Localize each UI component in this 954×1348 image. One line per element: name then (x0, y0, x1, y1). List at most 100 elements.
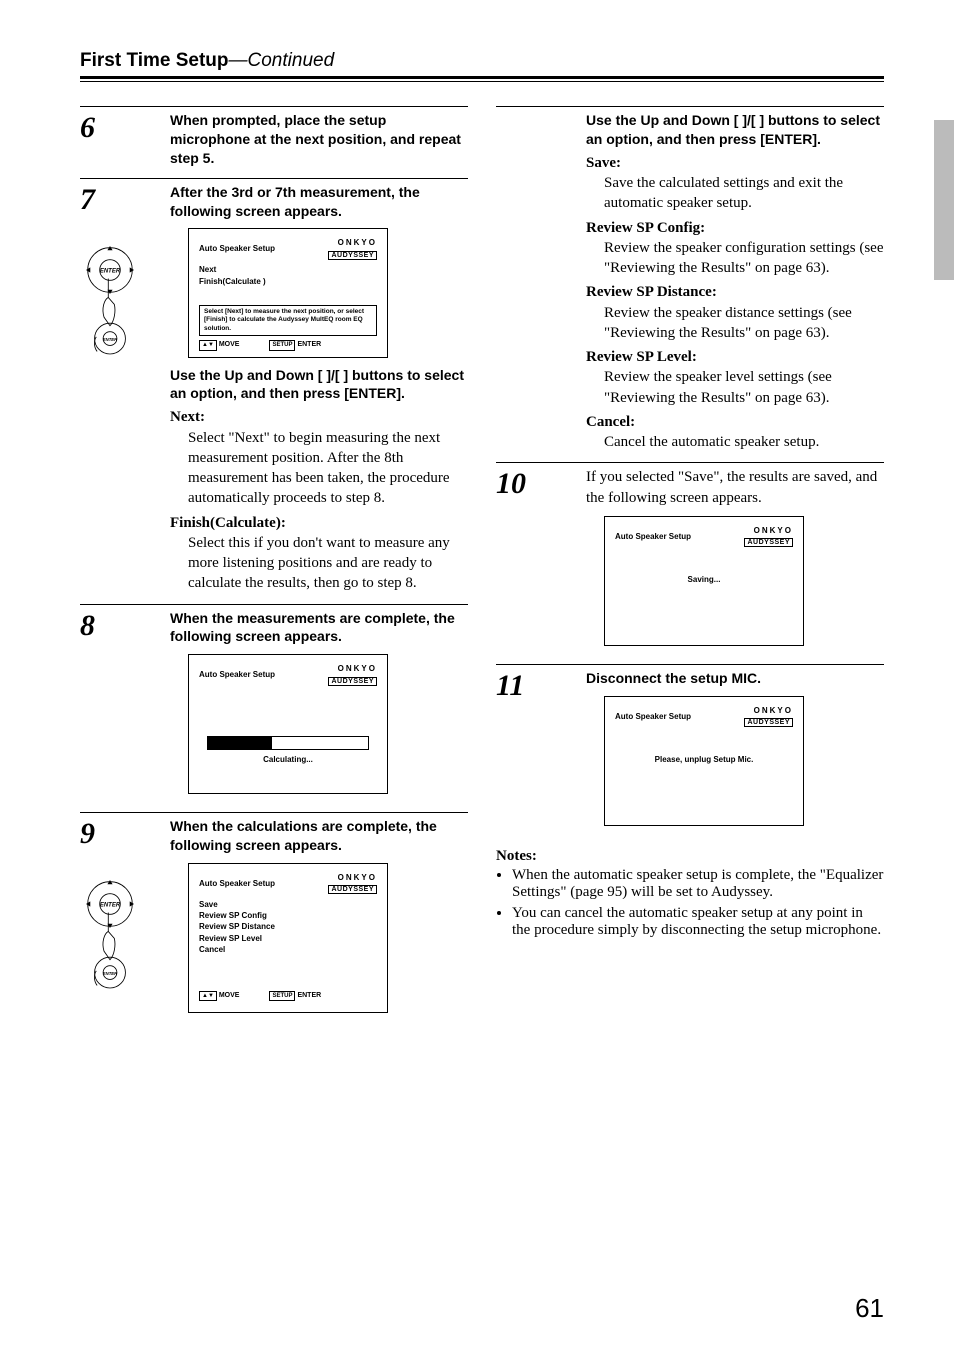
key-icon: SETUP (269, 340, 295, 350)
step-number: 9 (80, 817, 162, 1015)
step-10: 10 If you selected "Save", the results a… (496, 462, 884, 654)
note-item: When the automatic speaker setup is comp… (512, 867, 884, 901)
screen-header: Auto Speaker Setup ONKYO AUDYSSEY (199, 663, 377, 686)
progress-bar (207, 736, 369, 750)
key-icon: ▲▼ (199, 340, 217, 350)
screen-unplug: Auto Speaker Setup ONKYO AUDYSSEY Please… (604, 696, 804, 826)
step-number: 7 (80, 183, 162, 381)
step-lead: After the 3rd or 7th measurement, the fo… (170, 183, 468, 221)
menu-item: Review SP Level (199, 933, 377, 944)
screen-line: Finish(Calculate ) (199, 276, 377, 287)
option-label: Next: (170, 407, 468, 427)
step-num-text: 7 (80, 183, 95, 216)
note-item: You can cancel the automatic speaker set… (512, 905, 884, 939)
screen-header: Auto Speaker Setup ONKYO AUDYSSEY (615, 525, 793, 548)
screen-title: Auto Speaker Setup (199, 669, 275, 680)
option-label: Review SP Config: (586, 218, 884, 238)
remote-icon (80, 859, 140, 1009)
foot-move: MOVE (219, 992, 240, 999)
brand-label: ONKYO (338, 664, 377, 673)
step-body: When the calculations are complete, the … (170, 817, 468, 1021)
option-label: Finish(Calculate): (170, 513, 468, 533)
brand-label: ONKYO (754, 706, 793, 715)
step-number: 8 (80, 609, 162, 641)
step-lead: When the measurements are complete, the … (170, 609, 468, 647)
option-desc: Review the speaker configuration setting… (586, 238, 884, 279)
screen-title: Auto Speaker Setup (615, 531, 691, 542)
notes-list: When the automatic speaker setup is comp… (496, 867, 884, 939)
key-icon: ▲▼ (199, 991, 217, 1001)
step-sublead: Use the Up and Down [ ]/[ ] buttons to s… (170, 366, 468, 404)
step-lead: When the calculations are complete, the … (170, 817, 468, 855)
step-7: 7 After the 3rd or 7th measurement, the … (80, 178, 468, 594)
section-continued: —Continued (229, 50, 335, 71)
step-body: After the 3rd or 7th measurement, the fo… (170, 183, 468, 594)
step-body: Use the Up and Down [ ]/[ ] buttons to s… (586, 111, 884, 452)
step-number: 11 (496, 669, 578, 701)
left-column: 6 When prompted, place the setup microph… (80, 106, 468, 1021)
rule-thin (80, 81, 884, 82)
notes-section: Notes: When the automatic speaker setup … (496, 848, 884, 939)
option-desc: Review the speaker level settings (see "… (586, 367, 884, 408)
step-num-text: 9 (80, 817, 95, 850)
foot-move: MOVE (219, 341, 240, 348)
menu-item: Save (199, 899, 377, 910)
screen-header: Auto Speaker Setup ONKYO AUDYSSEY (615, 705, 793, 728)
option-label: Cancel: (586, 412, 884, 432)
screen-message: Please, unplug Setup Mic. (615, 754, 793, 765)
step-number-empty (496, 111, 578, 113)
step-11: 11 Disconnect the setup MIC. Auto Speake… (496, 664, 884, 834)
screen-calculating: Auto Speaker Setup ONKYO AUDYSSEY Calcul… (188, 654, 388, 794)
screen-title: Auto Speaker Setup (615, 711, 691, 722)
menu-item: Review SP Config (199, 910, 377, 921)
screen-instruction-box: Select [Next] to measure the next positi… (199, 305, 377, 336)
step-body: When the measurements are complete, the … (170, 609, 468, 803)
option-desc: Save the calculated settings and exit th… (586, 173, 884, 214)
screen-message: Saving... (615, 574, 793, 585)
screen-line: Next (199, 264, 377, 275)
manual-page: First Time Setup—Continued 6 When prompt… (0, 0, 954, 1348)
step-lead: When prompted, place the setup microphon… (170, 111, 468, 168)
step-number: 6 (80, 111, 162, 143)
section-title: First Time Setup (80, 50, 229, 71)
audyssey-badge: AUDYSSEY (328, 885, 377, 894)
audyssey-badge: AUDYSSEY (744, 538, 793, 547)
screen-next-finish: Auto Speaker Setup ONKYO AUDYSSEY Next F… (188, 228, 388, 357)
step-9: 9 When the calculations are complete, th… (80, 812, 468, 1021)
step-body: If you selected "Save", the results are … (586, 467, 884, 654)
step-body: Disconnect the setup MIC. Auto Speaker S… (586, 669, 884, 834)
step-8: 8 When the measurements are complete, th… (80, 604, 468, 803)
screen-save-menu: Auto Speaker Setup ONKYO AUDYSSEY Save R… (188, 863, 388, 1013)
screen-message: Calculating... (199, 754, 377, 765)
screen-saving: Auto Speaker Setup ONKYO AUDYSSEY Saving… (604, 516, 804, 646)
step-lead: Use the Up and Down [ ]/[ ] buttons to s… (586, 111, 884, 149)
screen-title: Auto Speaker Setup (199, 243, 275, 254)
screen-footer: ▲▼ MOVE SETUP ENTER (199, 340, 377, 350)
rule-thick (80, 76, 884, 79)
brand-label: ONKYO (338, 873, 377, 882)
option-desc: Review the speaker distance settings (se… (586, 303, 884, 344)
audyssey-badge: AUDYSSEY (328, 677, 377, 686)
step-text: If you selected "Save", the results are … (586, 467, 884, 508)
right-column: Use the Up and Down [ ]/[ ] buttons to s… (496, 106, 884, 1021)
brand-label: ONKYO (338, 238, 377, 247)
key-icon: SETUP (269, 991, 295, 1001)
step-9-continued: Use the Up and Down [ ]/[ ] buttons to s… (496, 106, 884, 452)
audyssey-badge: AUDYSSEY (744, 718, 793, 727)
notes-heading: Notes: (496, 848, 884, 865)
page-number: 61 (855, 1293, 884, 1324)
option-label: Review SP Distance: (586, 282, 884, 302)
foot-enter: ENTER (297, 992, 321, 999)
audyssey-badge: AUDYSSEY (328, 251, 377, 260)
option-label: Review SP Level: (586, 347, 884, 367)
brand-label: ONKYO (754, 526, 793, 535)
menu-item: Cancel (199, 944, 377, 955)
step-6: 6 When prompted, place the setup microph… (80, 106, 468, 168)
screen-title: Auto Speaker Setup (199, 878, 275, 889)
remote-icon (80, 225, 140, 375)
section-heading: First Time Setup—Continued (80, 50, 884, 76)
menu-item: Review SP Distance (199, 921, 377, 932)
option-label: Save: (586, 153, 884, 173)
screen-footer: ▲▼ MOVE SETUP ENTER (199, 991, 377, 1001)
option-desc: Cancel the automatic speaker setup. (586, 432, 884, 452)
